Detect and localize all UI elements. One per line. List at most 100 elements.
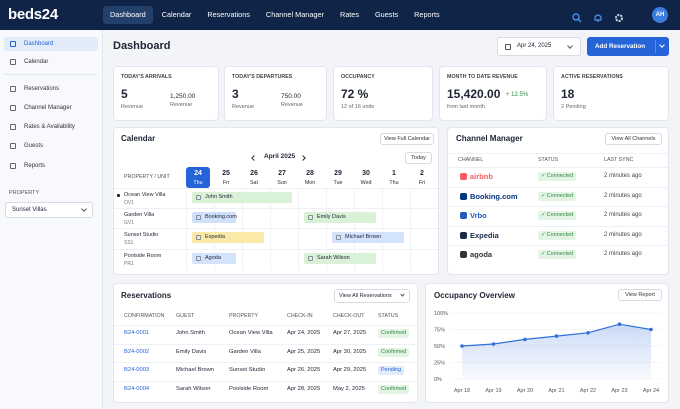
booking-bar[interactable]: Emily Davis	[304, 212, 376, 223]
booking-bar[interactable]: Expedia	[192, 232, 264, 243]
confirmation-link[interactable]: B24-0003	[124, 367, 150, 374]
card-title: Reservations	[121, 291, 172, 300]
kpi-card: TODAY'S DEPARTURES 3 Revenue 750.00 Revenue	[224, 66, 327, 121]
booking-icon	[308, 256, 313, 261]
booking-bar[interactable]: Michael Brown	[332, 232, 404, 243]
view-all-channels[interactable]: View All Channels	[605, 133, 662, 145]
nav-item[interactable]: Channel Manager	[265, 10, 324, 19]
booking-label: John Smith	[205, 194, 233, 200]
settings-icon[interactable]	[614, 10, 624, 22]
status-pill: Connected	[538, 191, 577, 201]
nav-item[interactable]: Calendar	[161, 10, 192, 19]
day-header: 25 Fri	[214, 167, 238, 188]
sidebar-item[interactable]: Reports	[4, 159, 98, 173]
nav-menu: Dashboard Calendar Reservations Channel Man…	[103, 6, 447, 24]
nav-item[interactable]: Reservations	[207, 10, 250, 19]
weekday: Thu	[193, 180, 203, 186]
unit-code: OV1	[124, 200, 135, 206]
property-select[interactable]: Sunset Villas	[5, 202, 93, 218]
sidebar-item[interactable]: Calendar	[4, 55, 98, 69]
separator	[4, 74, 98, 75]
column-header: CONFIRMATION	[124, 313, 165, 319]
day-header: 30 Wed	[354, 167, 378, 188]
sidebar-item[interactable]: Reservations	[4, 82, 98, 96]
cell: Emily Davis	[176, 348, 207, 355]
date-value: Apr 24, 2025	[517, 43, 552, 49]
point	[617, 322, 622, 327]
today-button[interactable]: Today	[405, 152, 432, 164]
confirmation-link[interactable]: B24-0002	[124, 348, 150, 355]
kpi-card: TODAY'S ARRIVALS 5 Revenue 1,250.00 Revenue	[113, 66, 219, 121]
point	[586, 331, 590, 335]
booking-bar[interactable]: John Smith	[192, 192, 292, 203]
view-full-calendar[interactable]: View Full Calendar	[380, 133, 434, 145]
last-sync: 2 minutes ago	[604, 231, 642, 238]
grid-cell	[186, 189, 187, 209]
unit-code: PR1	[124, 261, 134, 267]
notification-icon[interactable]	[593, 10, 603, 22]
add-reservation-button[interactable]: Add Reservation	[587, 37, 669, 56]
row-separator	[114, 381, 417, 383]
kpi-card: OCCUPANCY 72 % 12 of 16 units	[333, 66, 433, 121]
grid-cell	[382, 209, 383, 229]
kpi-card: MONTH TO DATE REVENUE 15,420.00 from last …	[439, 66, 547, 121]
column-header: LAST SYNC	[604, 157, 634, 163]
kpi-value: 3	[232, 87, 239, 101]
row-separator	[448, 186, 668, 188]
row-dot	[117, 194, 120, 197]
reservations-filter[interactable]: View All Reservations	[334, 289, 410, 303]
chevron	[400, 292, 405, 297]
status-pill: Connected	[538, 230, 577, 240]
channel-name: Expedia	[470, 230, 499, 240]
calendar-card: Calendar View Full Calendar PROPERTY / UNI…	[113, 127, 439, 275]
day-number: 1	[392, 170, 396, 177]
unit-name: Sunset Studio	[124, 232, 159, 238]
grid-cell	[410, 229, 411, 249]
cell: Apr 30, 2025	[333, 348, 367, 355]
kpi-extra: 1,250.00	[170, 93, 196, 100]
grid-cell	[326, 189, 327, 209]
sidebar-item[interactable]: Rates & Availability	[4, 120, 98, 134]
weekday: Thu	[389, 180, 399, 186]
row-separator	[448, 206, 668, 207]
cell: Michael Brown	[176, 367, 215, 374]
booking-bar[interactable]: Sarah Wilson	[304, 253, 376, 264]
day-header: 26 Sat	[242, 167, 266, 188]
confirmation-link[interactable]: B24-0001	[124, 330, 150, 336]
booking-bar[interactable]: Booking.com	[192, 212, 237, 223]
nav-item[interactable]: Reports	[414, 10, 440, 19]
cell: John Smith	[176, 330, 205, 336]
next[interactable]	[300, 155, 306, 161]
day-header: 1 Thu	[382, 167, 406, 188]
date-picker[interactable]: Apr 24, 2025	[497, 37, 581, 56]
channel-icon	[460, 231, 467, 239]
view-report[interactable]: View Report	[618, 289, 662, 301]
sidebar-item[interactable]: Dashboard	[4, 37, 98, 51]
nav-item[interactable]: Dashboard	[103, 6, 153, 24]
day-header: 24 Thu	[186, 167, 210, 188]
row-separator	[448, 167, 668, 168]
search-icon[interactable]	[572, 10, 582, 23]
sidebar-item[interactable]: Channel Manager	[4, 101, 98, 115]
booking-icon	[308, 215, 313, 220]
booking-bar[interactable]: Agoda	[192, 253, 236, 264]
booking-label: Emily Davis	[317, 214, 346, 220]
prev[interactable]	[251, 155, 257, 161]
occupancy-card: Occupancy Overview View Report 0% 25% 50% 75%…	[425, 283, 669, 403]
column-header: PROPERTY	[229, 313, 259, 319]
last-sync: 2 minutes ago	[604, 251, 642, 257]
confirmation-link[interactable]: B24-0004	[124, 386, 150, 393]
nav-item[interactable]: Rates	[339, 10, 359, 19]
sidebar-item[interactable]: Guests	[4, 139, 98, 153]
kpi-sub: 2 Pending	[561, 104, 586, 110]
kpi-label: TODAY'S DEPARTURES	[232, 74, 293, 80]
filter-label: View All Reservations	[339, 293, 392, 299]
unit-name: Garden Villa	[124, 212, 155, 218]
logo: beds24	[8, 6, 58, 23]
y-tick-label: 100%	[434, 311, 448, 317]
column-header: STATUS	[378, 313, 399, 319]
nav-item[interactable]: Guests	[375, 10, 399, 19]
sidebar-label: Reservations	[24, 86, 60, 92]
sidebar-icon	[10, 86, 16, 92]
avatar[interactable]: AH	[652, 7, 668, 23]
